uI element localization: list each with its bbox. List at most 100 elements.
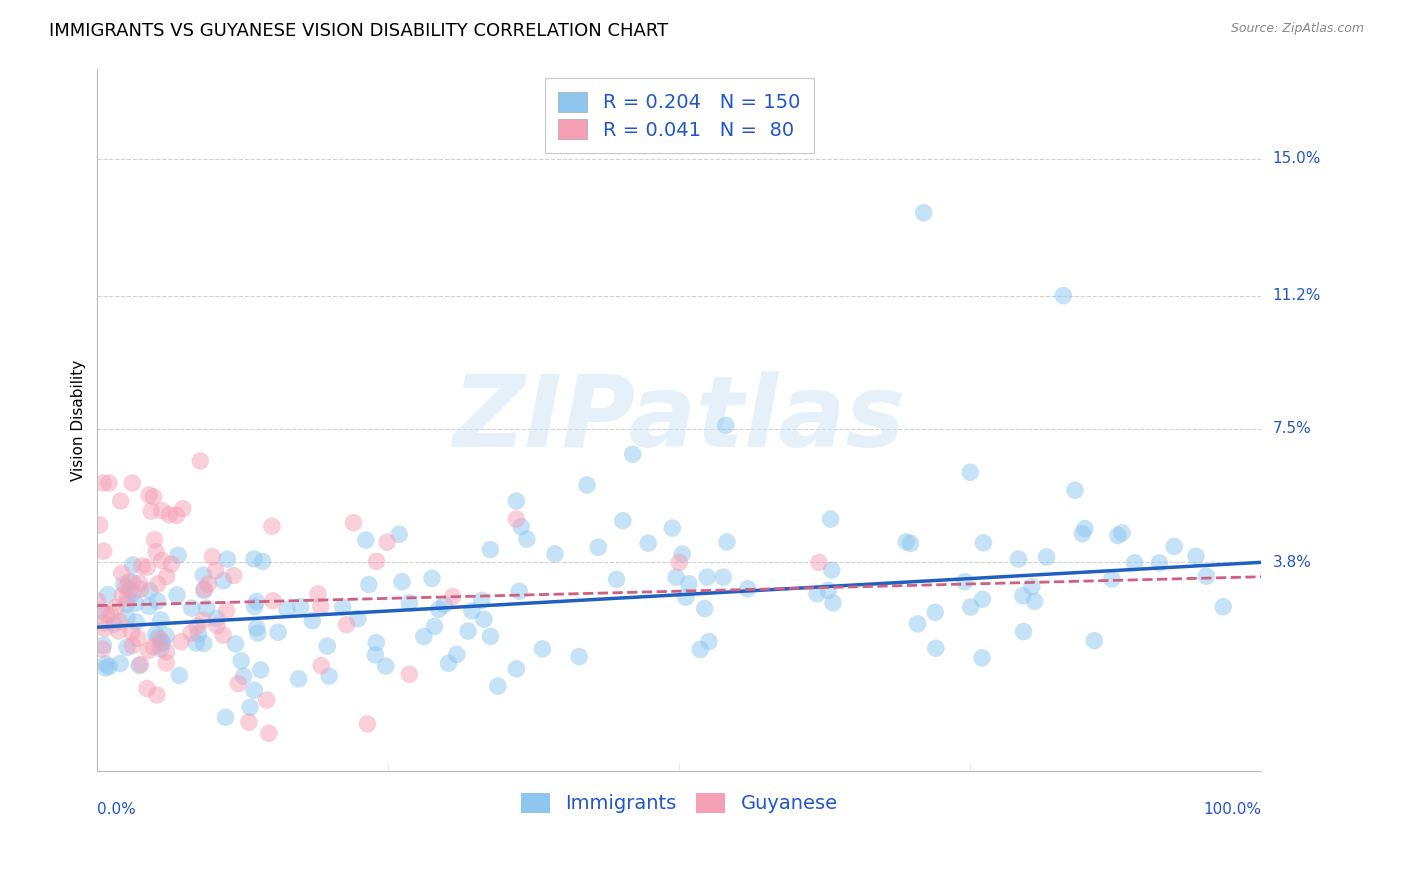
Point bbox=[115, 640, 138, 655]
Point bbox=[959, 600, 981, 615]
Text: 3.8%: 3.8% bbox=[1272, 555, 1312, 570]
Point bbox=[93, 622, 115, 636]
Point bbox=[129, 582, 152, 596]
Point bbox=[1083, 633, 1105, 648]
Point bbox=[388, 527, 411, 541]
Point bbox=[1111, 525, 1133, 540]
Point bbox=[505, 494, 527, 508]
Point bbox=[508, 584, 530, 599]
Point bbox=[1012, 624, 1035, 639]
Point bbox=[138, 643, 160, 657]
Point bbox=[94, 661, 117, 675]
Point bbox=[479, 542, 502, 557]
Point bbox=[256, 693, 278, 707]
Point bbox=[398, 667, 420, 681]
Point bbox=[193, 583, 215, 598]
Point bbox=[155, 645, 177, 659]
Point bbox=[446, 648, 468, 662]
Point bbox=[91, 476, 114, 491]
Point bbox=[243, 683, 266, 698]
Point bbox=[180, 601, 202, 615]
Point bbox=[111, 566, 134, 581]
Point bbox=[121, 639, 143, 653]
Point bbox=[89, 518, 111, 533]
Point bbox=[193, 613, 215, 627]
Point bbox=[243, 599, 266, 614]
Point bbox=[93, 638, 115, 652]
Point bbox=[193, 636, 215, 650]
Point bbox=[195, 601, 218, 615]
Point bbox=[118, 582, 141, 597]
Point bbox=[98, 659, 121, 673]
Point bbox=[1163, 540, 1185, 554]
Point bbox=[894, 534, 917, 549]
Point bbox=[307, 587, 329, 601]
Point bbox=[138, 488, 160, 502]
Point bbox=[157, 508, 180, 522]
Point bbox=[128, 576, 150, 591]
Text: IMMIGRANTS VS GUYANESE VISION DISABILITY CORRELATION CHART: IMMIGRANTS VS GUYANESE VISION DISABILITY… bbox=[49, 22, 668, 40]
Point bbox=[121, 558, 143, 572]
Point bbox=[423, 619, 446, 633]
Point bbox=[170, 634, 193, 648]
Point bbox=[139, 504, 162, 518]
Point bbox=[398, 596, 420, 610]
Point bbox=[155, 656, 177, 670]
Point bbox=[821, 596, 844, 610]
Point bbox=[90, 604, 112, 618]
Point bbox=[972, 592, 994, 607]
Point bbox=[186, 619, 208, 633]
Point bbox=[115, 610, 138, 624]
Point bbox=[1185, 549, 1208, 564]
Point bbox=[516, 532, 538, 546]
Point bbox=[239, 700, 262, 714]
Point bbox=[246, 626, 269, 640]
Point bbox=[612, 514, 634, 528]
Point bbox=[970, 650, 993, 665]
Text: ZIPatlas: ZIPatlas bbox=[453, 371, 905, 468]
Point bbox=[366, 554, 388, 568]
Point bbox=[138, 599, 160, 614]
Point bbox=[112, 578, 135, 592]
Point bbox=[108, 657, 131, 671]
Point bbox=[671, 547, 693, 561]
Point bbox=[510, 519, 533, 533]
Point bbox=[531, 642, 554, 657]
Point bbox=[167, 549, 190, 563]
Point bbox=[972, 535, 994, 549]
Point bbox=[205, 611, 228, 625]
Point bbox=[907, 616, 929, 631]
Point bbox=[145, 627, 167, 641]
Point bbox=[107, 624, 129, 638]
Point bbox=[93, 615, 115, 630]
Point bbox=[121, 625, 143, 640]
Point bbox=[912, 205, 935, 219]
Point bbox=[696, 570, 718, 584]
Point bbox=[166, 508, 188, 523]
Point bbox=[1011, 589, 1033, 603]
Point bbox=[142, 640, 165, 654]
Point bbox=[817, 583, 839, 598]
Point bbox=[136, 560, 159, 574]
Point bbox=[678, 576, 700, 591]
Point bbox=[1071, 526, 1094, 541]
Point bbox=[143, 533, 166, 547]
Point bbox=[260, 519, 283, 533]
Point bbox=[412, 630, 434, 644]
Point bbox=[98, 476, 121, 491]
Point bbox=[1021, 580, 1043, 594]
Point bbox=[145, 545, 167, 559]
Point bbox=[959, 465, 981, 479]
Point bbox=[136, 681, 159, 696]
Point bbox=[1149, 556, 1171, 570]
Point bbox=[1107, 528, 1129, 542]
Point bbox=[391, 574, 413, 589]
Point bbox=[121, 476, 143, 491]
Point bbox=[427, 602, 450, 616]
Point bbox=[461, 604, 484, 618]
Point bbox=[287, 672, 309, 686]
Point bbox=[125, 615, 148, 629]
Point bbox=[180, 626, 202, 640]
Point bbox=[193, 568, 215, 582]
Point bbox=[238, 715, 260, 730]
